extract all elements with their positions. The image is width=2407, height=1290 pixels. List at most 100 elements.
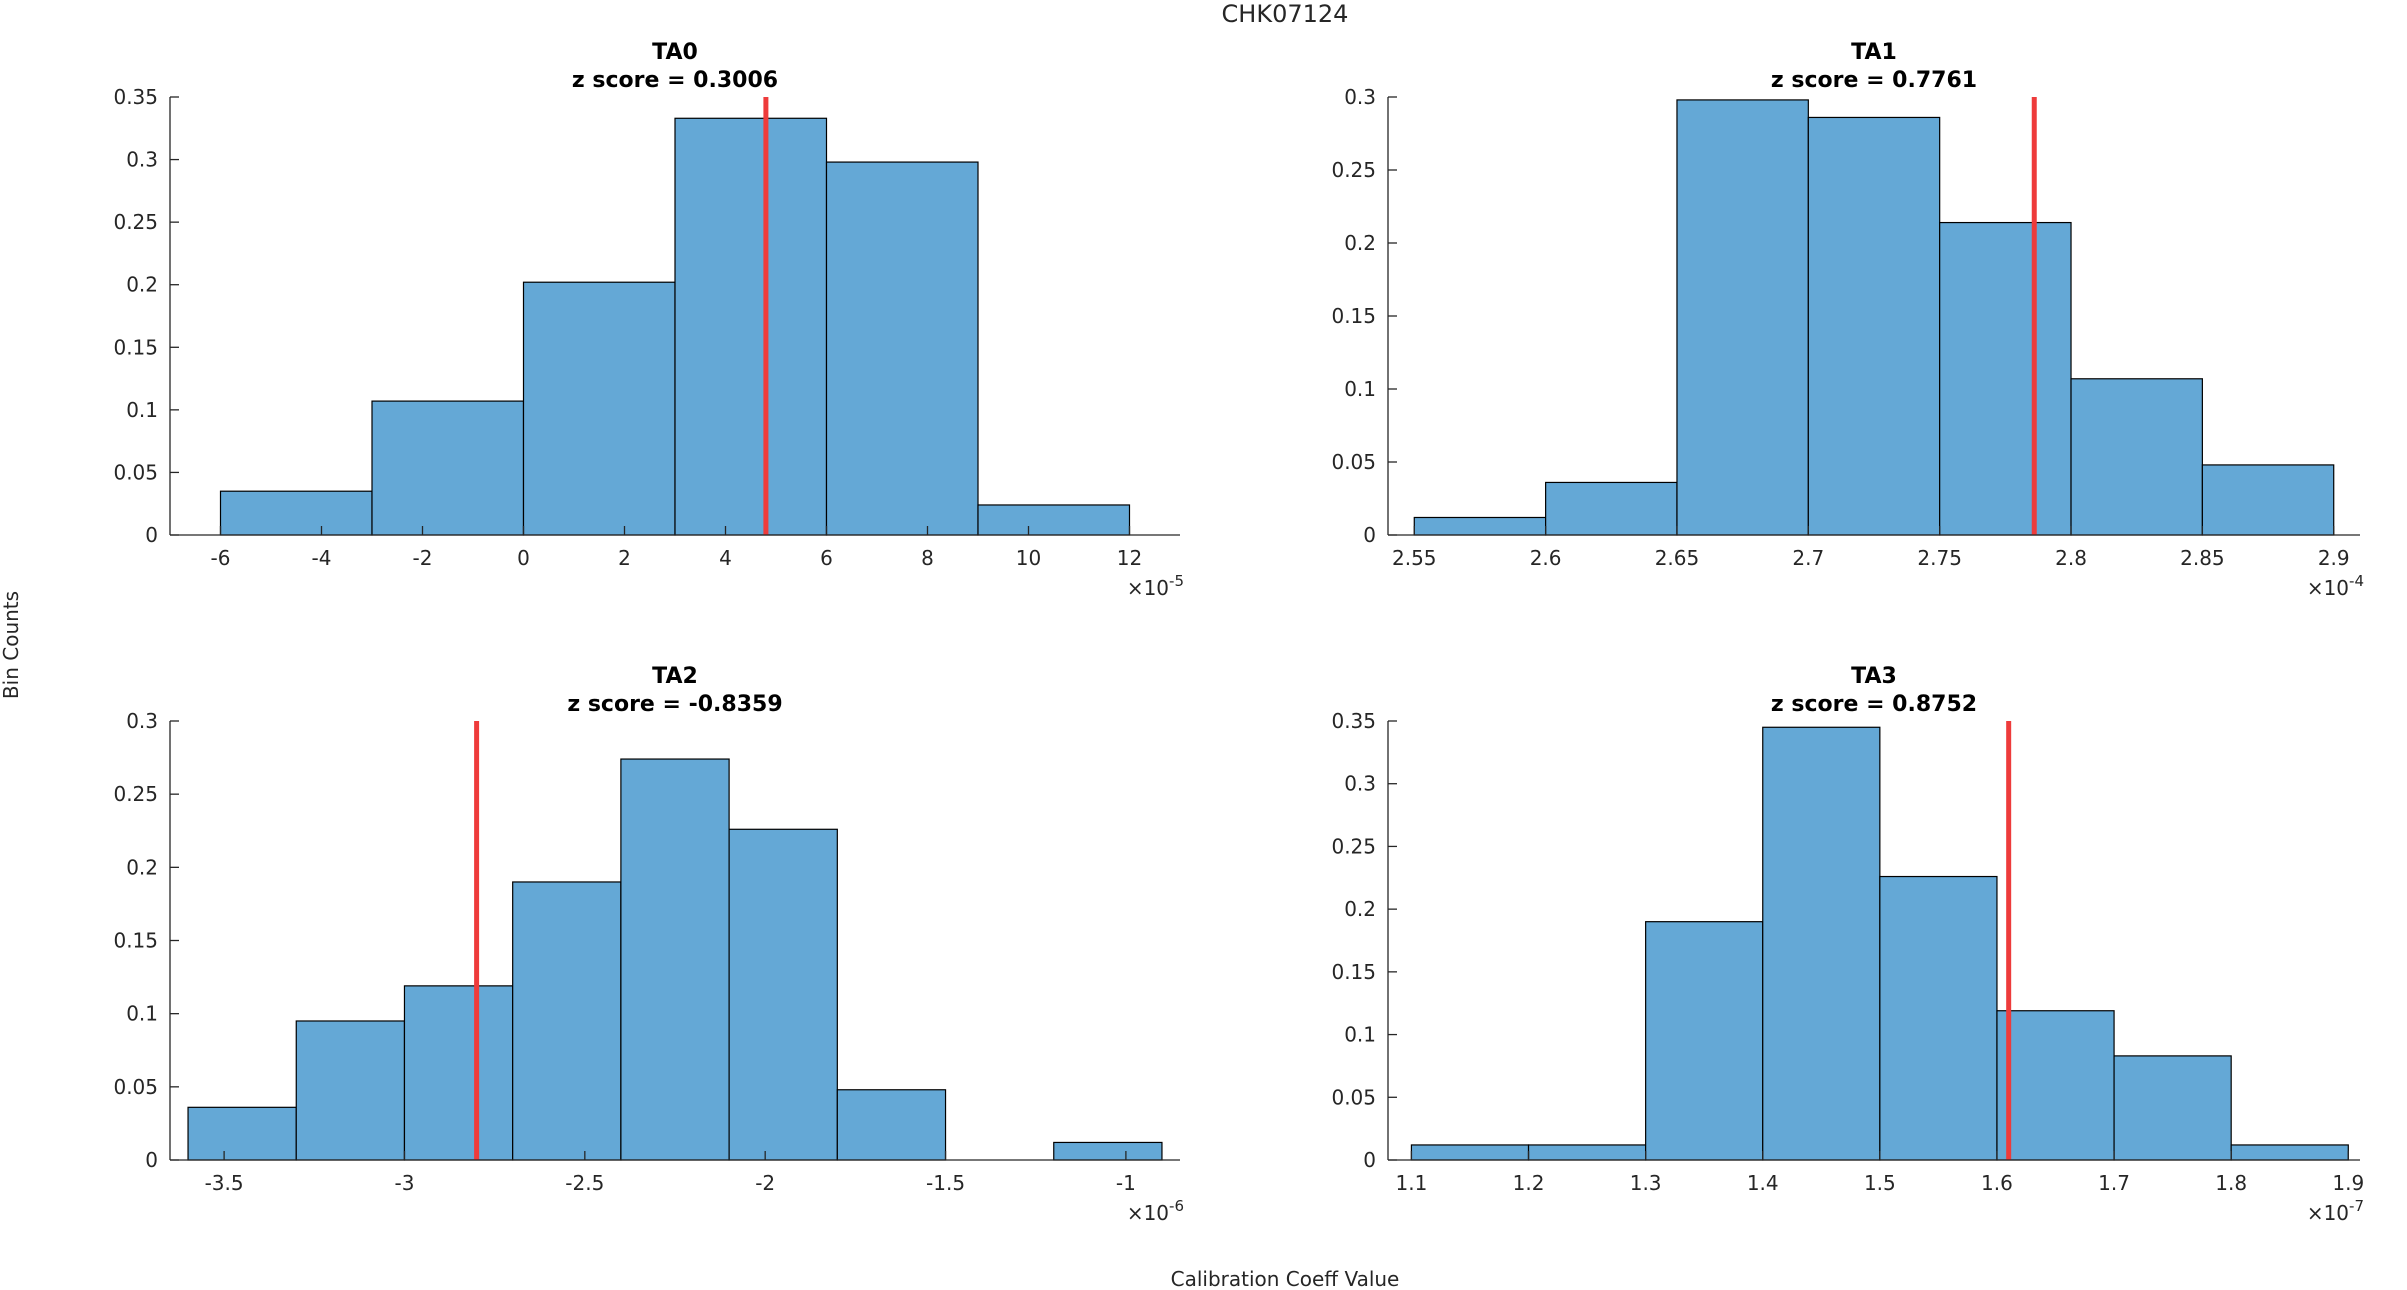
y-tick-label: 0.1: [1344, 377, 1376, 401]
histogram-bar: [371, 400, 525, 536]
subplot-ta0: 0 0.05 0.1 0.15 0.2 0.25 0.3 0.35 -6 -4 -2 0 2 4 6 8 10 1…: [113, 40, 1184, 600]
x-tick-label: 2.65: [1655, 546, 1700, 570]
x-tick-label: -4: [312, 546, 332, 570]
x-tick-label: 2.55: [1392, 546, 1437, 570]
y-tick-label: 0.3: [126, 148, 158, 172]
subplot-zscore: z score = 0.7761: [1771, 68, 1977, 93]
histogram-bar: [1807, 116, 1941, 536]
x-tick-label: -2.5: [565, 1171, 604, 1195]
x-tick-label: 1.5: [1864, 1171, 1896, 1195]
y-tick-label: 0.3: [126, 709, 158, 733]
x-exponent-base: ×10: [1127, 1201, 1169, 1225]
histogram-bar: [2113, 1055, 2232, 1161]
histogram-bar: [1545, 481, 1678, 536]
histogram-bar: [1996, 1010, 2115, 1161]
histogram-bar: [728, 828, 838, 1161]
y-tick-label: 0.05: [113, 460, 158, 484]
y-tick-label: 0.1: [126, 1002, 158, 1026]
histogram-bar: [977, 504, 1131, 536]
histogram-bar: [1645, 921, 1764, 1161]
histogram-bar: [187, 1106, 297, 1161]
x-tick-label: 1.6: [1981, 1171, 2013, 1195]
histogram-bar: [1053, 1141, 1163, 1161]
x-tick-label: 1.3: [1630, 1171, 1662, 1195]
x-tick-label: 4: [719, 546, 732, 570]
x-tick-label: -6: [211, 546, 231, 570]
histogram-bar: [403, 985, 514, 1161]
x-tick-label: -3: [394, 1171, 414, 1195]
subplot-ta1: 0 0.05 0.1 0.15 0.2 0.25 0.3 2.55 2.6 2.65 2.7 2.75…: [1331, 40, 2364, 600]
y-tick-label: 0.15: [113, 929, 158, 953]
subplot-title: TA1: [1851, 40, 1897, 65]
x-exponent-power: -4: [2349, 572, 2364, 590]
x-axis-label: Calibration Coeff Value: [1171, 1267, 1400, 1290]
x-exponent-power: -7: [2349, 1197, 2364, 1215]
y-tick-label: 0.15: [113, 335, 158, 359]
histogram-bar: [1413, 516, 1547, 536]
y-tick-label: 0.25: [113, 782, 158, 806]
y-tick-label: 0.2: [1344, 231, 1376, 255]
x-exponent-base: ×10: [2307, 1201, 2349, 1225]
histogram-bar: [1762, 726, 1881, 1161]
histogram-bar: [295, 1020, 406, 1161]
histogram-bar: [1676, 99, 1809, 536]
x-exponent-power: -5: [1169, 572, 1184, 590]
histogram-bar: [1879, 875, 1998, 1161]
x-tick-label: -1: [1116, 1171, 1136, 1195]
y-tick-label: 0.2: [126, 855, 158, 879]
subplot-zscore: z score = 0.3006: [572, 68, 778, 93]
subplot-title: TA0: [652, 40, 698, 65]
histogram-bar: [522, 281, 676, 536]
histogram-bar: [825, 161, 979, 536]
histogram-bar: [2070, 378, 2203, 536]
figure-title: CHK07124: [1222, 0, 1349, 28]
x-tick-label: 2.7: [1792, 546, 1824, 570]
subplot-ta3: 0 0.05 0.1 0.15 0.2 0.25 0.3 0.35 1.1 1.2 1.3 1.4 1.…: [1331, 664, 2364, 1225]
histogram-bar: [836, 1089, 947, 1161]
y-tick-label: 0.35: [113, 85, 158, 109]
x-tick-label: 2.8: [2055, 546, 2087, 570]
y-tick-label: 0.15: [1331, 960, 1376, 984]
x-tick-label: 1.9: [2332, 1171, 2364, 1195]
y-tick-label: 0.3: [1344, 772, 1376, 796]
x-tick-label: 2.75: [1917, 546, 1962, 570]
subplot-title: TA3: [1851, 664, 1897, 689]
subplot-title: TA2: [652, 664, 698, 689]
x-tick-label: 2.6: [1530, 546, 1562, 570]
y-tick-label: 0: [1363, 523, 1376, 547]
x-exponent-base: ×10: [2307, 576, 2349, 600]
y-tick-label: 0.2: [126, 273, 158, 297]
y-tick-label: 0: [145, 523, 158, 547]
x-tick-label: -1.5: [926, 1171, 965, 1195]
histogram-bar: [2201, 464, 2335, 536]
x-tick-label: 1.2: [1513, 1171, 1545, 1195]
subplot-ta2: 0 0.05 0.1 0.15 0.2 0.25 0.3 -3.5 -3 -2.5 -2 -1.5 -1…: [113, 664, 1184, 1225]
x-exponent-label: ×10-6: [1127, 1197, 1184, 1225]
x-tick-label: -2: [755, 1171, 775, 1195]
histogram-bar: [2230, 1144, 2349, 1161]
x-exponent-base: ×10: [1127, 576, 1169, 600]
x-tick-label: 1.1: [1396, 1171, 1428, 1195]
histogram-bar: [512, 881, 622, 1161]
x-tick-label: 1.4: [1747, 1171, 1779, 1195]
histogram-bar: [1527, 1144, 1647, 1161]
histogram-bar: [674, 117, 828, 536]
histogram-bar: [219, 490, 373, 536]
subplot-zscore: z score = -0.8359: [567, 692, 782, 717]
y-tick-label: 0.35: [1331, 709, 1376, 733]
x-tick-label: -3.5: [205, 1171, 244, 1195]
subplot-zscore: z score = 0.8752: [1771, 692, 1977, 717]
y-tick-label: 0.15: [1331, 304, 1376, 328]
y-tick-label: 0.1: [1344, 1023, 1376, 1047]
y-tick-label: 0: [1363, 1148, 1376, 1172]
x-tick-label: 0: [517, 546, 530, 570]
y-tick-label: 0.05: [1331, 450, 1376, 474]
y-tick-label: 0.2: [1344, 897, 1376, 921]
y-axis-label: Bin Counts: [0, 591, 23, 699]
x-exponent-label: ×10-7: [2307, 1197, 2364, 1225]
histogram-bar: [620, 758, 730, 1161]
histogram-bar: [1939, 221, 2072, 536]
x-tick-label: 1.8: [2215, 1171, 2247, 1195]
x-tick-label: 6: [820, 546, 833, 570]
